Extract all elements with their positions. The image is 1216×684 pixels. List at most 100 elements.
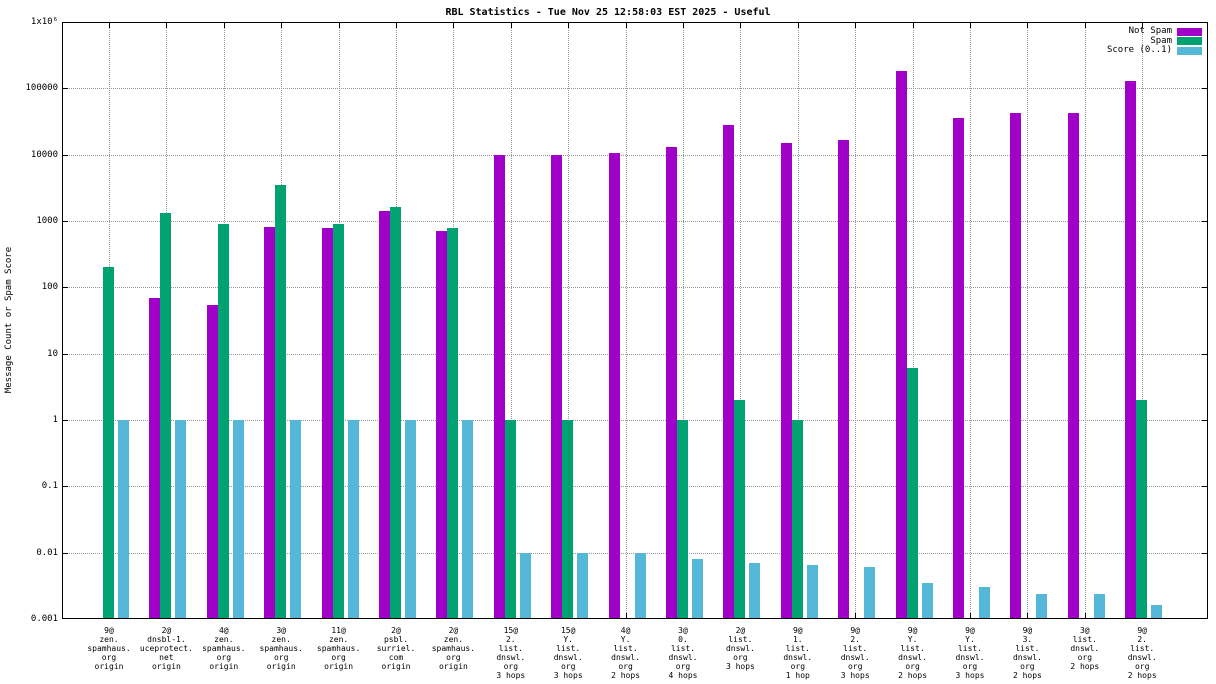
bar-not-spam [1125,80,1137,619]
bar-score-0-1 [577,552,589,619]
bar-not-spam [895,71,907,619]
x-category-label: 4@ Y. list. dnswl. org 2 hops [611,626,641,680]
bar-not-spam [838,140,850,619]
x-category-label: 2@ list. dnswl. org 3 hops [725,626,755,671]
y-gridline [62,154,1208,156]
y-tick-mark [63,88,68,90]
x-category-label: 9@ Y. list. dnswl. org 3 hops [955,626,985,680]
y-tick-label: 100 [41,282,58,293]
y-tick-label: 10000 [30,149,58,160]
bar-score-0-1 [1036,593,1048,619]
y-tick-mark [63,353,68,355]
y-tick-mark [1202,353,1207,355]
x-category-label: 9@ Y. list. dnswl. org 2 hops [898,626,928,680]
y-tick-label: 0.01 [36,547,58,558]
x-tick-mark [1084,23,1086,28]
y-gridline [62,486,1208,488]
y-tick-label: 0.1 [41,481,58,492]
y-tick-mark [63,154,68,156]
x-tick-mark [855,613,857,618]
bar-not-spam [321,228,333,619]
y-tick-mark [1202,420,1207,421]
legend-swatch [1177,27,1202,36]
y-gridline [62,221,1208,222]
bar-not-spam [666,147,677,619]
x-tick-mark [1027,613,1029,618]
x-tick-mark [855,23,857,28]
y-gridline [62,287,1208,289]
y-gridline [62,420,1208,421]
x-gridline [625,22,627,619]
x-category-label: 2@ dnsbl-1. uceprotect. net origin [139,626,193,671]
x-gridline [1084,22,1086,619]
x-gridline [855,22,857,619]
y-gridline [62,353,1208,355]
x-category-label: 15@ Y. list. dnswl. org 3 hops [553,626,583,680]
y-tick-label: 100000 [25,83,58,94]
bar-score-0-1 [347,420,359,619]
legend-label: Score (0..1) [1106,45,1172,55]
y-tick-label: 10 [47,348,58,359]
bar-score-0-1 [864,567,876,619]
legend-row: Spam [1150,35,1202,46]
x-category-label: 3@ zen. spamhaus. org origin [259,626,303,671]
bar-not-spam [780,142,792,619]
bar-score-0-1 [1093,593,1105,619]
x-category-label: 11@ zen. spamhaus. org origin [316,626,361,671]
x-gridline [740,22,742,619]
x-category-label: 2@ psbl. surriel. com origin [376,626,416,671]
y-tick-mark [1202,552,1207,554]
y-tick-label: 1 [52,415,58,425]
x-category-label: 2@ zen. spamhaus. org origin [431,626,476,671]
y-tick-mark [63,221,68,222]
legend-label: Not Spam [1128,26,1172,36]
bar-spam [160,213,172,619]
bar-score-0-1 [692,559,703,619]
chart-title: RBL Statistics - Tue Nov 25 12:58:03 EST… [445,7,771,18]
y-tick-mark [1202,221,1207,222]
bar-score-0-1 [1151,605,1163,619]
x-tick-mark [338,23,340,28]
x-tick-mark [625,613,627,618]
x-tick-mark [740,23,742,28]
bar-score-0-1 [462,420,474,619]
x-tick-mark [625,23,627,28]
x-category-label: 3@ list. dnswl. org 2 hops [1070,626,1100,671]
y-tick-mark [1202,154,1207,156]
y-tick-mark [63,420,68,421]
x-tick-mark [970,613,971,618]
y-gridline [62,88,1208,90]
bar-spam [677,420,688,619]
x-category-label: 9@ zen. spamhaus. org origin [87,626,131,671]
bar-spam [906,368,918,619]
bar-score-0-1 [749,562,761,619]
bar-score-0-1 [519,552,531,619]
x-gridline [568,22,570,619]
x-tick-mark [970,23,971,28]
bar-score-0-1 [634,552,646,619]
legend-row: Score (0..1) [1107,46,1202,55]
bar-spam [332,224,344,619]
legend-label: Spam [1150,35,1172,46]
x-tick-mark [396,23,397,28]
x-gridline [510,22,512,619]
bar-score-0-1 [405,420,416,619]
bar-not-spam [1010,112,1022,619]
x-tick-mark [510,23,512,28]
bar-spam [217,224,229,619]
x-tick-mark [1142,23,1144,28]
x-tick-mark [912,23,914,28]
x-category-label: 15@ 2. list. dnswl. org 3 hops [496,626,526,680]
legend-row: Not Spam [1129,27,1202,36]
bar-not-spam [723,125,735,619]
x-tick-mark [683,23,684,28]
x-tick-mark [109,23,110,28]
y-tick-mark [1202,88,1207,90]
bar-not-spam [551,154,563,619]
legend-swatch [1177,37,1202,45]
bar-spam [103,267,114,619]
bar-score-0-1 [921,582,933,619]
y-axis-label: Message Count or Spam Score [4,246,14,394]
bar-spam [791,420,803,619]
